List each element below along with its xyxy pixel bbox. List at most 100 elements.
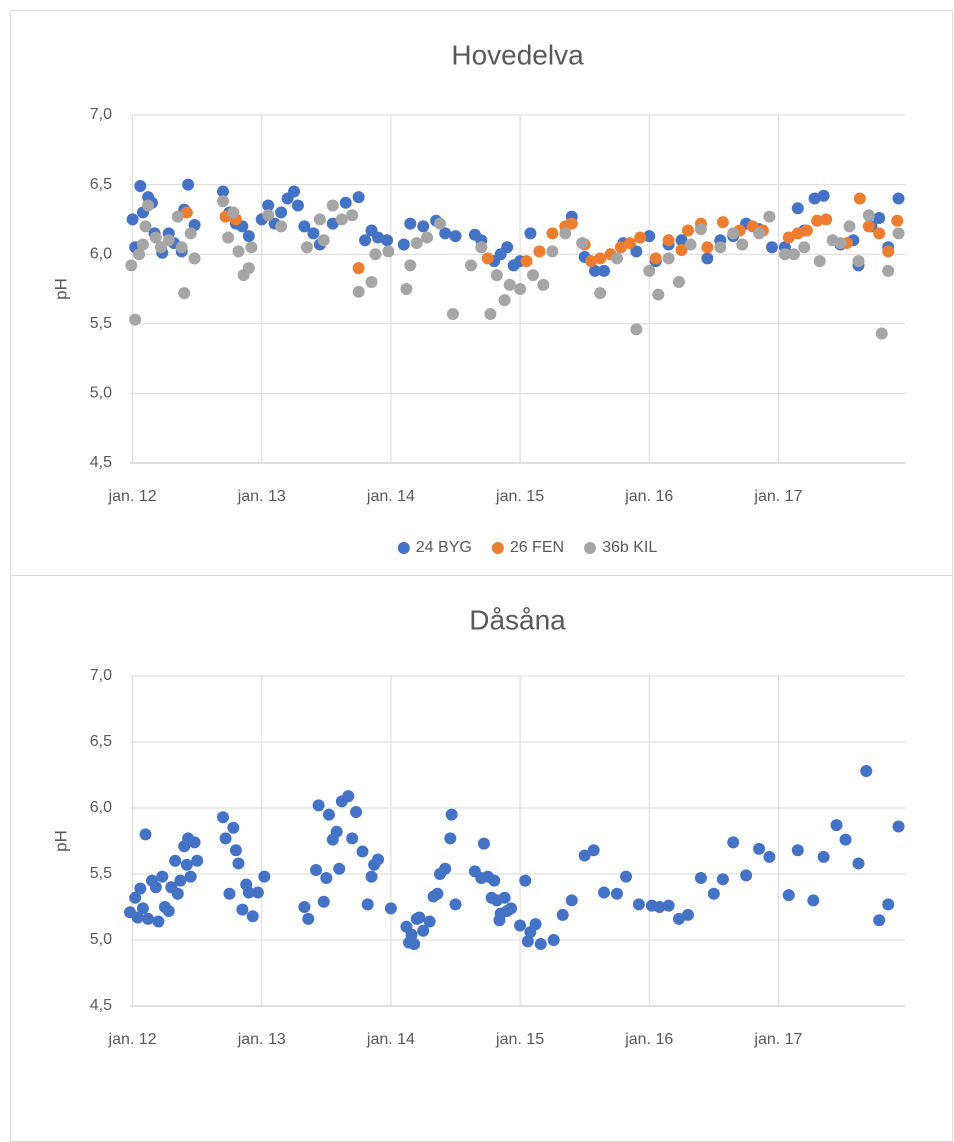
data-point [873,212,886,225]
data-point [330,825,343,838]
x-tick-label: jan. 15 [495,1031,544,1048]
data-point [217,811,229,824]
data-point [488,874,501,887]
data-point [817,189,830,202]
data-point [694,871,707,884]
data-point [852,857,865,870]
data-point [694,223,707,236]
data-point [134,179,147,192]
data-point [251,886,264,899]
data-point [381,234,394,247]
data-point [843,220,856,233]
data-point [891,214,904,227]
y-tick-label: 6,0 [90,799,112,816]
data-point [782,889,795,902]
data-point [191,854,204,867]
data-point [322,808,335,821]
data-point [262,199,275,212]
data-point [149,881,162,894]
data-point [672,276,685,289]
y-tick-label: 7,0 [90,667,112,684]
data-point [421,231,434,244]
data-point [320,871,333,884]
data-point [400,283,413,295]
data-point [727,836,740,849]
data-point [653,901,666,913]
data-point [620,870,632,883]
data-point [643,230,656,243]
data-point [853,192,866,205]
data-point [614,241,627,254]
legend-label: 24 BYG [416,539,472,556]
x-tick-label: jan. 13 [237,488,286,505]
data-point [873,914,886,927]
data-point [439,862,452,875]
data-point [521,935,534,948]
data-point [134,882,147,895]
data-point [740,869,753,882]
data-point [632,898,645,911]
data-point [335,213,348,226]
data-point [778,248,791,261]
data-point [716,216,729,229]
data-point [477,837,490,850]
data-point [188,252,201,265]
y-tick-label: 6,5 [90,733,112,750]
x-tick-label: jan. 16 [624,488,673,505]
data-point [852,255,865,268]
data-point [834,237,847,250]
data-point [519,874,532,887]
data-point [129,313,142,326]
data-point [227,821,240,834]
data-point [594,252,607,265]
data-point [807,894,820,907]
data-point [787,248,800,261]
data-point [298,901,311,913]
data-point [275,206,288,219]
data-point [662,899,675,912]
chart-frame [10,10,953,576]
data-point [434,217,446,230]
data-point [326,199,339,212]
data-point [527,269,539,282]
data-point [410,237,423,250]
data-point [162,904,175,917]
chart-frame [10,575,953,1142]
data-point [565,217,578,230]
data-point [585,255,598,268]
data-point [514,919,527,932]
data-point [643,264,656,277]
data-point [162,234,175,247]
legend-label: 36b KIL [602,539,657,556]
data-point [524,227,537,240]
data-point [352,285,365,298]
data-point [811,214,824,227]
data-point [498,891,511,904]
data-point [753,227,766,240]
data-point [610,252,623,265]
data-point [222,231,235,244]
data-point [791,202,804,215]
data-point [684,238,697,251]
data-point [171,210,184,223]
data-point [142,199,155,212]
data-point [317,895,330,908]
data-point [578,849,591,862]
data-point [439,227,452,240]
data-point [514,283,527,295]
y-axis-label: pH [51,278,70,300]
data-point [307,227,320,240]
data-point [229,844,242,857]
data-point [736,238,749,251]
data-point [184,227,197,240]
data-point [136,902,149,915]
data-point [372,231,384,244]
data-point [875,327,888,340]
data-point [791,227,804,240]
data-point [369,248,382,261]
data-point [126,213,139,226]
data-point [404,217,417,230]
data-point [547,934,560,946]
data-point [533,245,546,258]
